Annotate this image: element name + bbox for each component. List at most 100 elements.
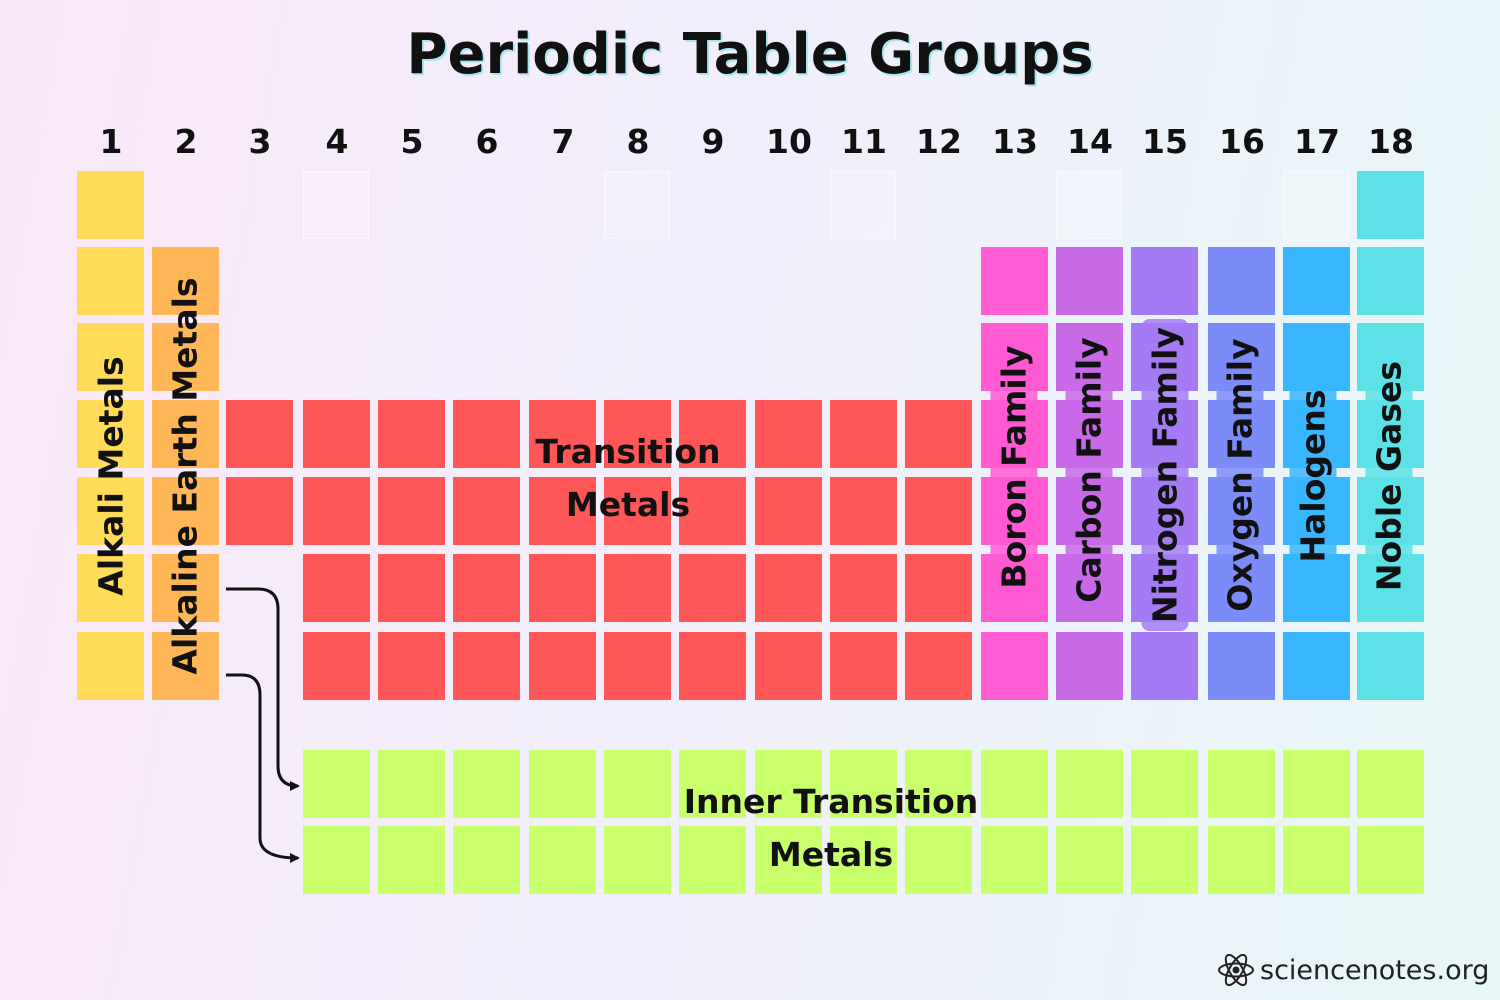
element-cell [1131,247,1198,315]
group-number: 16 [1219,122,1265,161]
label-halogens: Halogens [1289,381,1337,571]
label-alkali-metals: Alkali Metals [91,356,131,596]
inner-transition-cell [830,826,897,894]
element-cell [152,247,219,315]
inner-transition-cell [1056,750,1123,818]
group-number: 12 [916,122,962,161]
element-cell [1283,323,1350,391]
group-number: 8 [626,122,650,161]
label-inner-line-1: Inner Transition [683,782,979,821]
element-cell [77,477,144,545]
label-noble-gases: Noble Gases [1365,352,1413,600]
element-cell [1131,632,1198,700]
arrow-period-6 [226,587,300,791]
group-number: 13 [992,122,1038,161]
inner-transition-cell [378,826,445,894]
element-cell [303,477,370,545]
empty-cell [303,171,369,239]
element-cell [905,554,972,622]
element-cell [453,632,520,700]
page-title: Periodic Table Groups [406,22,1094,87]
inner-transition-cell [905,826,972,894]
element-cell [77,554,144,622]
element-cell [755,632,822,700]
label-transition-line-1: Transition [535,432,721,471]
element-cell [905,400,972,468]
element-cell [303,632,370,700]
element-cell [378,477,445,545]
inner-transition-cell [830,750,897,818]
element-cell [604,477,671,545]
element-cell [1056,632,1123,700]
group-number: 11 [841,122,887,161]
element-cell [152,554,219,622]
element-cell [1283,632,1350,700]
element-cell [1357,171,1424,239]
element-cell [529,554,596,622]
group-number: 1 [99,122,123,161]
element-cell [755,554,822,622]
element-cell [1208,247,1275,315]
inner-transition-cell [1208,826,1275,894]
element-cell [981,247,1048,315]
element-cell [604,554,671,622]
group-number: 18 [1368,122,1414,161]
element-cell [679,632,746,700]
label-inner-line-2: Metals [768,835,894,874]
label-alkaline-earth-metals: Alkaline Earth Metals [165,277,205,675]
element-cell [604,400,671,468]
inner-transition-cell [453,826,520,894]
element-cell [679,400,746,468]
inner-transition-cell [679,750,746,818]
empty-cell [1056,171,1122,239]
group-number: 17 [1294,122,1340,161]
inner-transition-cell [1131,750,1198,818]
element-cell [529,632,596,700]
inner-transition-cell [1283,826,1350,894]
element-cell [1208,632,1275,700]
group-number: 9 [701,122,725,161]
element-cell [303,554,370,622]
empty-cell [604,171,670,239]
element-cell [378,400,445,468]
element-cell [453,554,520,622]
inner-transition-cell [529,750,596,818]
element-cell [77,171,144,239]
inner-transition-cell [1208,750,1275,818]
group-number: 14 [1067,122,1113,161]
label-inner-transition-metals: Inner Transition Metals [684,775,979,881]
group-number: 15 [1142,122,1188,161]
element-cell [830,554,897,622]
element-cell [679,477,746,545]
element-cell [755,477,822,545]
element-cell [226,477,293,545]
element-cell [1357,632,1424,700]
atom-icon [1218,953,1254,987]
inner-transition-cell [1056,826,1123,894]
inner-transition-cell [604,826,671,894]
label-boron-family: Boron Family [990,337,1038,597]
element-cell [981,632,1048,700]
element-cell [604,632,671,700]
element-cell [755,400,822,468]
arrow-period-7 [226,673,300,863]
element-cell [378,554,445,622]
label-oxygen-family: Oxygen Family [1216,330,1264,620]
element-cell [453,400,520,468]
group-number: 6 [475,122,499,161]
empty-cell [830,171,896,239]
element-cell [303,400,370,468]
element-cell [1056,247,1123,315]
label-transition-metals: Transition Metals [535,425,720,531]
element-cell [152,400,219,468]
inner-transition-cell [981,826,1048,894]
group-number: 2 [174,122,198,161]
element-cell [77,400,144,468]
element-cell [152,477,219,545]
inner-transition-cell [303,826,370,894]
element-cell [226,400,293,468]
element-cell [77,632,144,700]
inner-transition-cell [755,750,822,818]
